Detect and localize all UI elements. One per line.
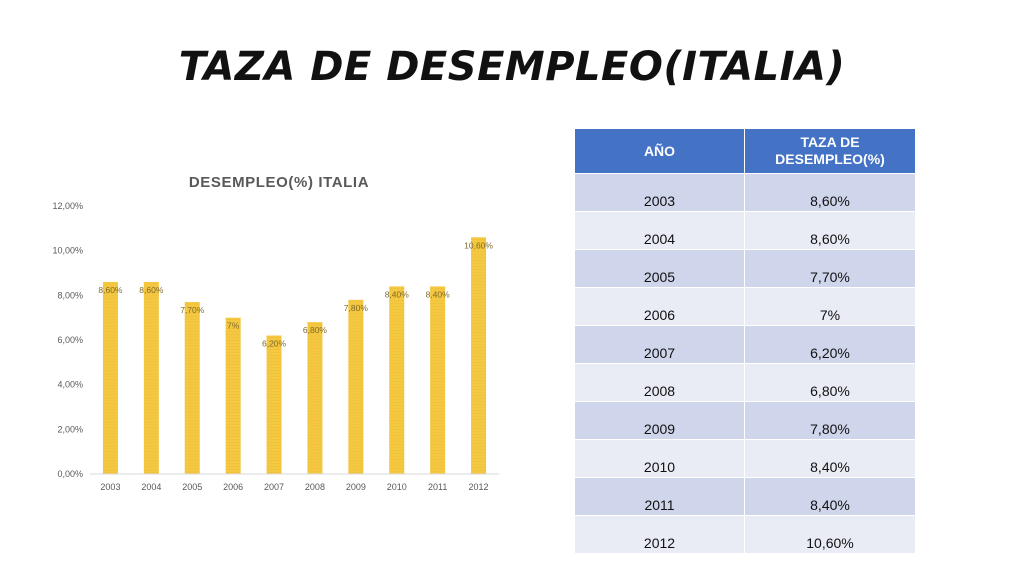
- table-row: 2009 7,80%: [574, 401, 916, 440]
- x-tick-label: 2009: [346, 482, 366, 492]
- table-row: 2003 8,60%: [574, 173, 916, 212]
- data-label: 8,40%: [426, 289, 451, 299]
- x-tick-label: 2007: [264, 482, 284, 492]
- data-label: 6,80%: [303, 325, 328, 335]
- data-label: 7,70%: [180, 305, 205, 315]
- data-labels: 8,60% 8,60% 7,70% 7% 6,20% 6,80% 7,80% 8,40% 8,4…: [98, 240, 493, 348]
- x-tick-label: 2010: [387, 482, 407, 492]
- bar: [225, 317, 241, 474]
- year-cell: 2005: [574, 249, 745, 288]
- year-cell: 2007: [574, 325, 745, 364]
- rate-cell: 10,60%: [744, 515, 916, 554]
- chart-title: DESEMPLEO(%) ITALIA: [189, 174, 369, 191]
- table-row: 2008 6,80%: [574, 363, 916, 402]
- y-tick-label: 12,00%: [52, 201, 83, 211]
- bar: [143, 281, 159, 474]
- table-row: 2005 7,70%: [574, 249, 916, 288]
- y-axis: 0,00% 2,00% 4,00% 6,00% 8,00% 10,00% 12,00%: [52, 201, 83, 479]
- x-tick-label: 2011: [428, 482, 447, 492]
- unemployment-bar-chart: DESEMPLEO(%) ITALIA 0,00% 2,00% 4,00% 6,00%…: [52, 174, 499, 492]
- table-row: 2007 6,20%: [574, 325, 916, 364]
- x-tick-label: 2012: [469, 482, 489, 492]
- year-cell: 2004: [574, 211, 745, 250]
- rate-cell: 7%: [744, 287, 916, 326]
- bar: [348, 299, 364, 474]
- x-tick-label: 2004: [141, 482, 161, 492]
- table-row: 2004 8,60%: [574, 211, 916, 250]
- rate-cell: 6,80%: [744, 363, 916, 402]
- x-tick-label: 2005: [182, 482, 202, 492]
- rate-cell: 8,60%: [744, 211, 916, 250]
- y-tick-label: 2,00%: [57, 424, 83, 434]
- x-tick-label: 2006: [223, 482, 243, 492]
- rate-cell: 7,70%: [744, 249, 916, 288]
- x-axis: 2003 2004 2005 2006 2007 2008 2009 2010 2011 2012: [100, 482, 488, 492]
- year-cell: 2012: [574, 515, 745, 554]
- y-tick-label: 6,00%: [57, 335, 83, 345]
- y-tick-label: 0,00%: [57, 469, 83, 479]
- data-label: 10,60%: [464, 240, 493, 250]
- y-tick-label: 4,00%: [57, 380, 83, 390]
- y-tick-label: 8,00%: [57, 290, 83, 300]
- rate-cell: 7,80%: [744, 401, 916, 440]
- slide-title: TAZA DE DESEMPLEO(ITALIA): [178, 44, 846, 90]
- header-year: AÑO: [574, 128, 745, 174]
- header-rate: TAZA DE DESEMPLEO(%): [744, 128, 916, 174]
- bar: [389, 286, 405, 474]
- rate-cell: 8,40%: [744, 477, 916, 516]
- year-cell: 2008: [574, 363, 745, 402]
- table-row: 2010 8,40%: [574, 439, 916, 478]
- table-row: 2011 8,40%: [574, 477, 916, 516]
- table-row: 2006 7%: [574, 287, 916, 326]
- x-tick-label: 2008: [305, 482, 325, 492]
- table-row: 2012 10,60%: [574, 515, 916, 554]
- bar: [102, 281, 118, 474]
- data-label: 7%: [227, 321, 240, 331]
- rate-cell: 8,60%: [744, 173, 916, 212]
- x-tick-label: 2003: [100, 482, 120, 492]
- bar: [471, 237, 487, 474]
- y-tick-label: 10,00%: [52, 246, 83, 256]
- year-cell: 2010: [574, 439, 745, 478]
- rate-cell: 6,20%: [744, 325, 916, 364]
- year-cell: 2003: [574, 173, 745, 212]
- data-label: 7,80%: [344, 303, 369, 313]
- bars: [102, 237, 487, 474]
- data-label: 8,40%: [385, 289, 410, 299]
- unemployment-table: AÑO TAZA DE DESEMPLEO(%) 2003 8,60% 2004 8,…: [574, 128, 916, 554]
- year-cell: 2009: [574, 401, 745, 440]
- data-label: 6,20%: [262, 339, 287, 349]
- year-cell: 2006: [574, 287, 745, 326]
- data-label: 8,60%: [139, 285, 164, 295]
- table-header-row: AÑO TAZA DE DESEMPLEO(%): [574, 128, 916, 174]
- bar: [430, 286, 446, 474]
- rate-cell: 8,40%: [744, 439, 916, 478]
- year-cell: 2011: [574, 477, 745, 516]
- data-label: 8,60%: [98, 285, 123, 295]
- bar: [266, 335, 282, 474]
